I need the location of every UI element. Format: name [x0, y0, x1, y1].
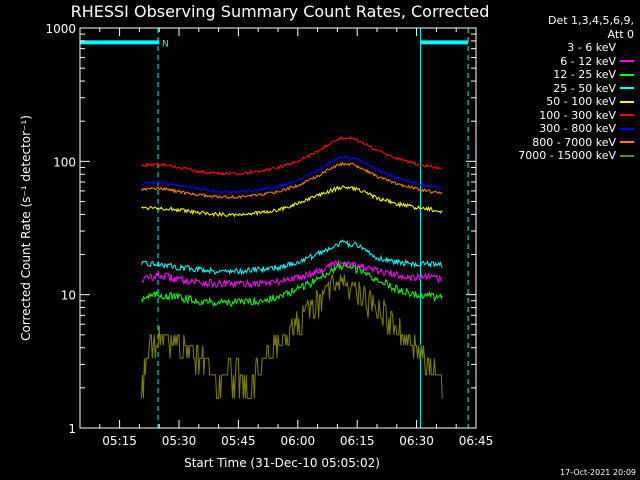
legend-swatch	[620, 141, 634, 144]
y-tick-label-1: 10	[61, 289, 76, 303]
legend-entry: 800 - 7000 keV	[484, 136, 634, 150]
legend-entry-label: 50 - 100 keV	[546, 95, 616, 108]
legend-entry: 7000 - 15000 keV	[484, 149, 634, 163]
series-line-100-300-kev	[141, 136, 443, 176]
x-tick-label-2: 05:45	[221, 434, 256, 448]
series-line-25-50-kev	[140, 239, 443, 276]
legend-swatch	[620, 46, 634, 49]
legend-entry-label: 6 - 12 keV	[560, 54, 616, 68]
legend-header-line-2: Att 0	[607, 27, 634, 41]
legend-entry: 25 - 50 keV	[484, 82, 634, 96]
legend-header-line-1: Det 1,3,4,5,6,9,	[547, 14, 634, 27]
legend-swatch	[620, 114, 634, 117]
y-tick-label-2: 100	[53, 155, 76, 169]
night-label: N	[162, 39, 169, 49]
series-line-300-800-kev	[141, 154, 443, 195]
chart-title: RHESSI Observing Summary Count Rates, Co…	[70, 2, 490, 21]
legend-swatch	[620, 154, 634, 157]
y-axis-label: Corrected Count Rate (s⁻¹ detector⁻¹)	[19, 115, 33, 341]
legend-entry-label: 12 - 25 keV	[553, 68, 616, 81]
legend-entry-label: 100 - 300 keV	[539, 108, 616, 122]
x-tick-label-3: 06:00	[281, 434, 316, 448]
legend-entry: 100 - 300 keV	[484, 109, 634, 123]
legend-entry: 300 - 800 keV	[484, 122, 634, 136]
legend-swatch	[620, 87, 634, 90]
legend-entry-label: 300 - 800 keV	[539, 122, 616, 135]
legend-swatch	[620, 127, 634, 130]
plot-frame	[79, 27, 477, 429]
legend-entry-label: 3 - 6 keV	[567, 41, 616, 54]
legend-entry-label: 800 - 7000 keV	[532, 135, 616, 149]
series-line-7000-15000-kev	[140, 274, 443, 399]
series-layer	[140, 136, 443, 399]
footer-date: 17-Oct-2021 20:09	[560, 468, 636, 477]
legend-swatch	[620, 100, 634, 103]
x-tick-label-5: 06:30	[399, 434, 434, 448]
y-tick-label-0: 1	[68, 422, 76, 436]
legend-swatch	[620, 73, 634, 76]
axes-layer: 05:15 05:30 05:45 06:00 06:15 06:30 06:45 1 10 10…	[45, 22, 493, 448]
legend-swatch	[620, 60, 634, 63]
x-tick-label-0: 05:15	[102, 434, 137, 448]
legend-entry: 3 - 6 keV	[484, 41, 634, 55]
legend-entry-label: 7000 - 15000 keV	[518, 149, 616, 162]
series-line-800-7000-kev	[141, 161, 443, 200]
legend-entry: 50 - 100 keV	[484, 95, 634, 109]
series-line-50-100-kev	[141, 185, 443, 218]
legend-entry: 6 - 12 keV	[484, 55, 634, 69]
legend-rows: 3 - 6 keV 6 - 12 keV 12 - 25 keV 25 - 50 ke…	[484, 41, 634, 163]
x-tick-label-6: 06:45	[459, 434, 494, 448]
x-tick-label-4: 06:15	[340, 434, 375, 448]
legend-entry: 12 - 25 keV	[484, 68, 634, 82]
x-axis-label: Start Time (31-Dec-10 05:05:02)	[184, 456, 380, 470]
series-line-6-12-kev	[141, 259, 443, 289]
series-line-12-25-kev	[140, 261, 443, 308]
legend: Det 1,3,4,5,6,9, Att 0 3 - 6 keV 6 - 12 k…	[484, 14, 634, 163]
legend-entry-label: 25 - 50 keV	[553, 81, 616, 95]
flag-layer: N	[79, 28, 469, 428]
y-tick-label-3: 1000	[45, 22, 76, 36]
x-tick-label-1: 05:30	[162, 434, 197, 448]
